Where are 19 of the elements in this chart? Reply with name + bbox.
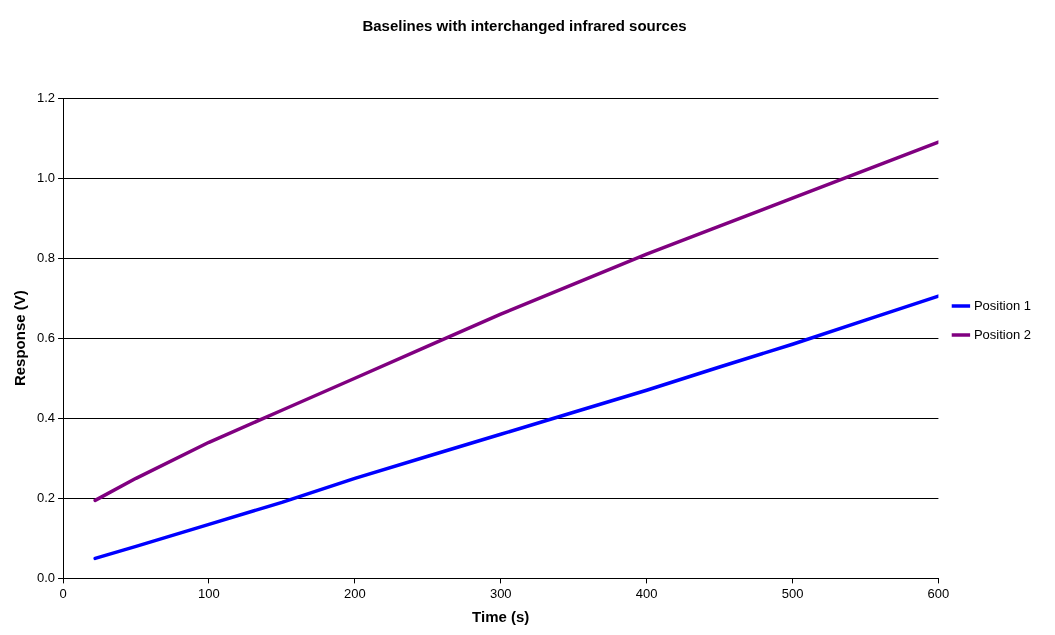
x-axis-title: Time (s) [472, 608, 530, 626]
x-tick-label: 600 [927, 585, 950, 601]
x-tick-label: 300 [489, 585, 512, 601]
x-tick-label: 200 [344, 585, 366, 601]
y-tick-label: 0.0 [36, 569, 56, 585]
y-tick-label: 0.4 [36, 409, 56, 425]
y-tick-label: 0.8 [36, 249, 56, 265]
chart-title: Baselines with interchanged infrared sources [362, 17, 687, 35]
x-tick-label: 100 [198, 585, 220, 601]
legend-label: Position 2 [973, 326, 1031, 342]
x-tick-label: 500 [781, 585, 804, 601]
x-tick-label: 400 [635, 585, 658, 601]
y-tick-label: 0.2 [36, 489, 56, 505]
legend-label: Position 1 [973, 297, 1031, 313]
y-axis-title: Response (V) [11, 290, 29, 387]
y-tick-label: 1.0 [36, 169, 56, 185]
y-tick-label: 0.6 [36, 329, 56, 345]
x-tick-label: 0 [59, 585, 67, 601]
y-tick-label: 1.2 [36, 89, 56, 105]
